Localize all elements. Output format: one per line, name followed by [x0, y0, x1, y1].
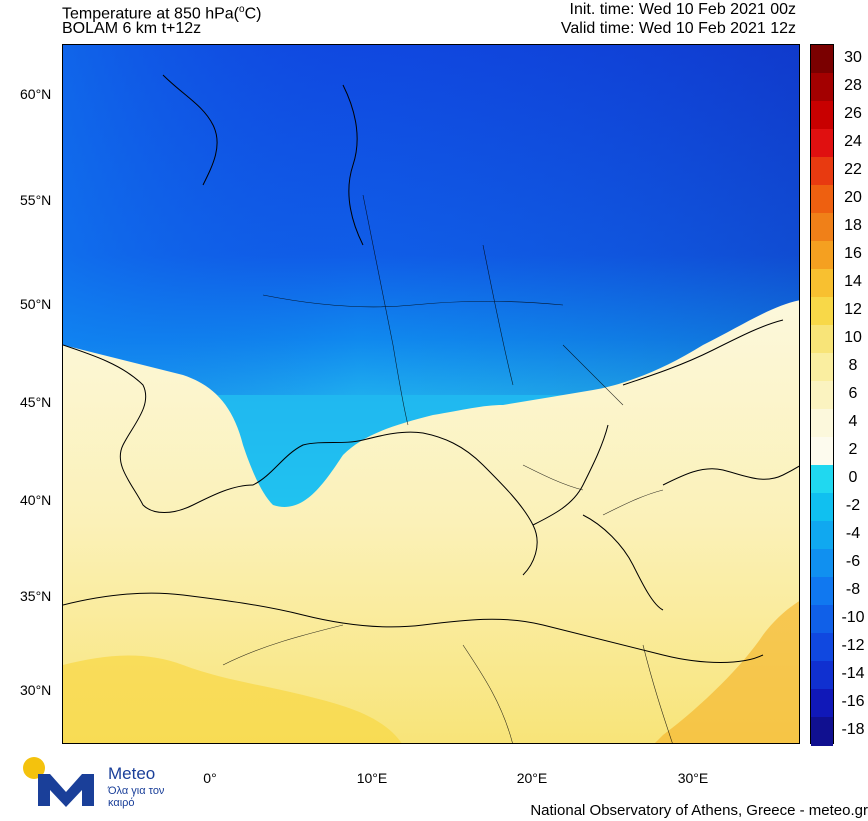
colorbar-label: 12: [844, 301, 862, 318]
colorbar-label: 20: [844, 189, 862, 206]
colorbar-label: 18: [844, 217, 862, 234]
colorbar-label: 30: [844, 49, 862, 66]
logo-name: Meteo: [108, 764, 156, 783]
colorbar-segment: [811, 353, 833, 382]
colorbar-segment: [811, 213, 833, 242]
colorbar-segment: [811, 605, 833, 634]
lon-label-0: 0°: [203, 770, 217, 786]
model-label: BOLAM 6 km t+12z: [62, 20, 202, 37]
colorbar-label: -14: [841, 665, 865, 682]
colorbar-segment: [811, 521, 833, 550]
colorbar-segment: [811, 101, 833, 130]
map-panel: [62, 44, 800, 744]
meteo-logo: [23, 757, 94, 807]
colorbar-segment: [811, 577, 833, 606]
colorbar-label: 2: [848, 441, 858, 458]
cold-core-shading: [63, 45, 799, 395]
colorbar-segment: [811, 493, 833, 522]
sun-icon: [23, 757, 45, 779]
lat-label-40: 40°N: [20, 492, 52, 508]
colorbar-segment: [811, 185, 833, 214]
meteo-m-icon: [38, 774, 94, 807]
colorbar-label: -8: [845, 581, 861, 598]
chart-title: Temperature at 850 hPa(oC): [62, 4, 262, 23]
colorbar-segment: [811, 437, 833, 466]
credit-line[interactable]: National Observatory of Athens, Greece -…: [530, 802, 868, 819]
lon-label-10e: 10°E: [356, 770, 388, 786]
colorbar-label: 26: [844, 105, 862, 122]
colorbar-label: 8: [848, 357, 858, 374]
lat-label-35: 35°N: [20, 588, 52, 604]
colorbar-segment: [811, 241, 833, 270]
colorbar-label: 16: [844, 245, 862, 262]
colorbar-segment: [811, 661, 833, 690]
colorbar-label: 22: [844, 161, 862, 178]
colorbar-segment: [811, 129, 833, 158]
colorbar-label: 0: [848, 469, 858, 486]
colorbar-segment: [811, 325, 833, 354]
colorbar-segment: [811, 717, 833, 746]
colorbar-label: 4: [848, 413, 858, 430]
warm-airmass: [63, 300, 799, 743]
lat-label-50: 50°N: [20, 296, 52, 312]
lat-label-30: 30°N: [20, 682, 52, 698]
country-borders: [222, 194, 673, 743]
colorbar-segment: [811, 549, 833, 578]
lat-label-45: 45°N: [20, 394, 52, 410]
colorbar-segment: [811, 73, 833, 102]
colorbar-label: 6: [848, 385, 858, 402]
lat-label-60: 60°N: [20, 86, 52, 102]
colorbar-label: -18: [841, 721, 865, 738]
colorbar-segment: [811, 465, 833, 494]
warm-patch-sw: [63, 655, 402, 743]
colorbar-label: -4: [845, 525, 861, 542]
colorbar-label: -6: [845, 553, 861, 570]
lon-label-20e: 20°E: [516, 770, 548, 786]
colorbar-segment: [811, 157, 833, 186]
coastlines: [63, 74, 799, 663]
colorbar-label: -12: [841, 637, 865, 654]
init-time: Init. time: Wed 10 Feb 2021 00z: [569, 1, 797, 18]
colorbar-segment: [811, 45, 833, 74]
colorbar-label: 28: [844, 77, 862, 94]
colorbar-segment: [811, 381, 833, 410]
logo-slogan: Όλα για τον καιρό: [108, 785, 165, 809]
colorbar-label: 14: [844, 273, 862, 290]
colorbar: [810, 44, 834, 746]
lat-label-55: 55°N: [20, 192, 52, 208]
valid-time: Valid time: Wed 10 Feb 2021 12z: [560, 20, 796, 37]
warm-patch-se: [655, 601, 799, 743]
colorbar-segment: [811, 297, 833, 326]
colorbar-label: -2: [845, 497, 861, 514]
colorbar-segment: [811, 409, 833, 438]
lon-label-30e: 30°E: [677, 770, 709, 786]
temperature-map: [63, 45, 799, 743]
colorbar-label: -10: [841, 609, 865, 626]
colorbar-segment: [811, 269, 833, 298]
colorbar-label: -16: [841, 693, 865, 710]
colorbar-segment: [811, 633, 833, 662]
colorbar-label: 10: [844, 329, 862, 346]
colorbar-label: 24: [844, 133, 862, 150]
colorbar-segment: [811, 689, 833, 718]
